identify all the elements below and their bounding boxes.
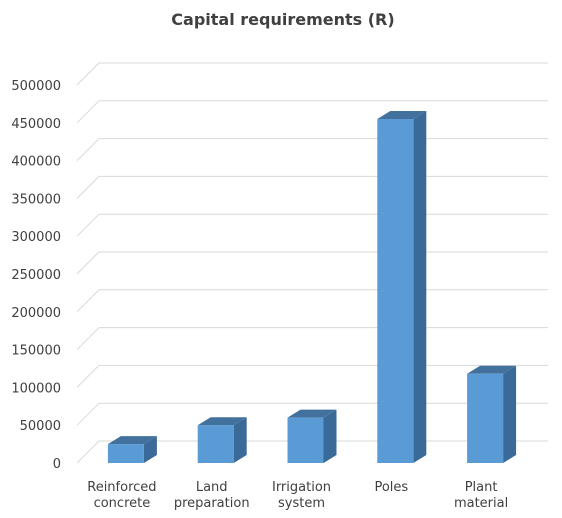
gridline bbox=[76, 138, 548, 161]
bar-front-face bbox=[107, 444, 144, 463]
gridline bbox=[76, 175, 548, 199]
bar bbox=[377, 111, 427, 464]
x-category-label: Land preparation bbox=[174, 480, 250, 511]
bars bbox=[107, 111, 517, 464]
y-tick-label: 500000 bbox=[11, 79, 61, 94]
bar-side-face bbox=[143, 436, 157, 463]
bar-top-face bbox=[287, 409, 337, 418]
gridline bbox=[76, 251, 548, 275]
y-tick-label: 150000 bbox=[11, 344, 61, 359]
bar-front-face bbox=[377, 119, 414, 464]
bar-top-face bbox=[377, 111, 427, 120]
gridline bbox=[76, 213, 548, 237]
x-category-label: Poles bbox=[374, 480, 408, 495]
gridline bbox=[76, 62, 548, 86]
bar bbox=[287, 409, 337, 463]
bar-side-face bbox=[503, 365, 517, 463]
y-axis: 0 50000 100000 150000 200000 250000 300000 3500… bbox=[11, 79, 61, 472]
bar bbox=[467, 365, 517, 463]
bar-front-face bbox=[287, 417, 324, 463]
chart-title: Capital requirements (R) bbox=[171, 10, 394, 29]
y-tick-label: 200000 bbox=[11, 306, 61, 321]
bar-top-face bbox=[107, 436, 157, 445]
gridlines bbox=[76, 62, 548, 464]
y-tick-label: 350000 bbox=[11, 192, 61, 207]
bar-front-face bbox=[197, 425, 234, 463]
y-tick-label: 250000 bbox=[11, 268, 61, 283]
y-tick-label: 450000 bbox=[11, 117, 61, 132]
bar-side-face bbox=[233, 417, 247, 463]
bar-top-face bbox=[197, 417, 247, 426]
gridline bbox=[76, 289, 548, 313]
y-tick-label: 0 bbox=[53, 457, 61, 472]
bar-side-face bbox=[413, 111, 427, 464]
gridline bbox=[76, 100, 548, 124]
bar-front-face bbox=[467, 373, 504, 463]
y-tick-label: 50000 bbox=[20, 419, 61, 434]
y-tick-label: 400000 bbox=[11, 155, 61, 170]
x-axis: Reinforced concrete Land preparation Irrigat… bbox=[87, 480, 508, 511]
bar-top-face bbox=[467, 365, 517, 374]
x-category-label: Plant material bbox=[454, 480, 508, 511]
bar bbox=[107, 436, 157, 463]
x-category-label: Irrigation system bbox=[272, 480, 331, 511]
x-category-label: Reinforced concrete bbox=[87, 480, 156, 511]
y-tick-label: 100000 bbox=[11, 381, 61, 396]
y-tick-label: 300000 bbox=[11, 230, 61, 245]
bar-side-face bbox=[323, 409, 337, 463]
bar bbox=[197, 417, 247, 463]
gridline bbox=[76, 327, 548, 350]
